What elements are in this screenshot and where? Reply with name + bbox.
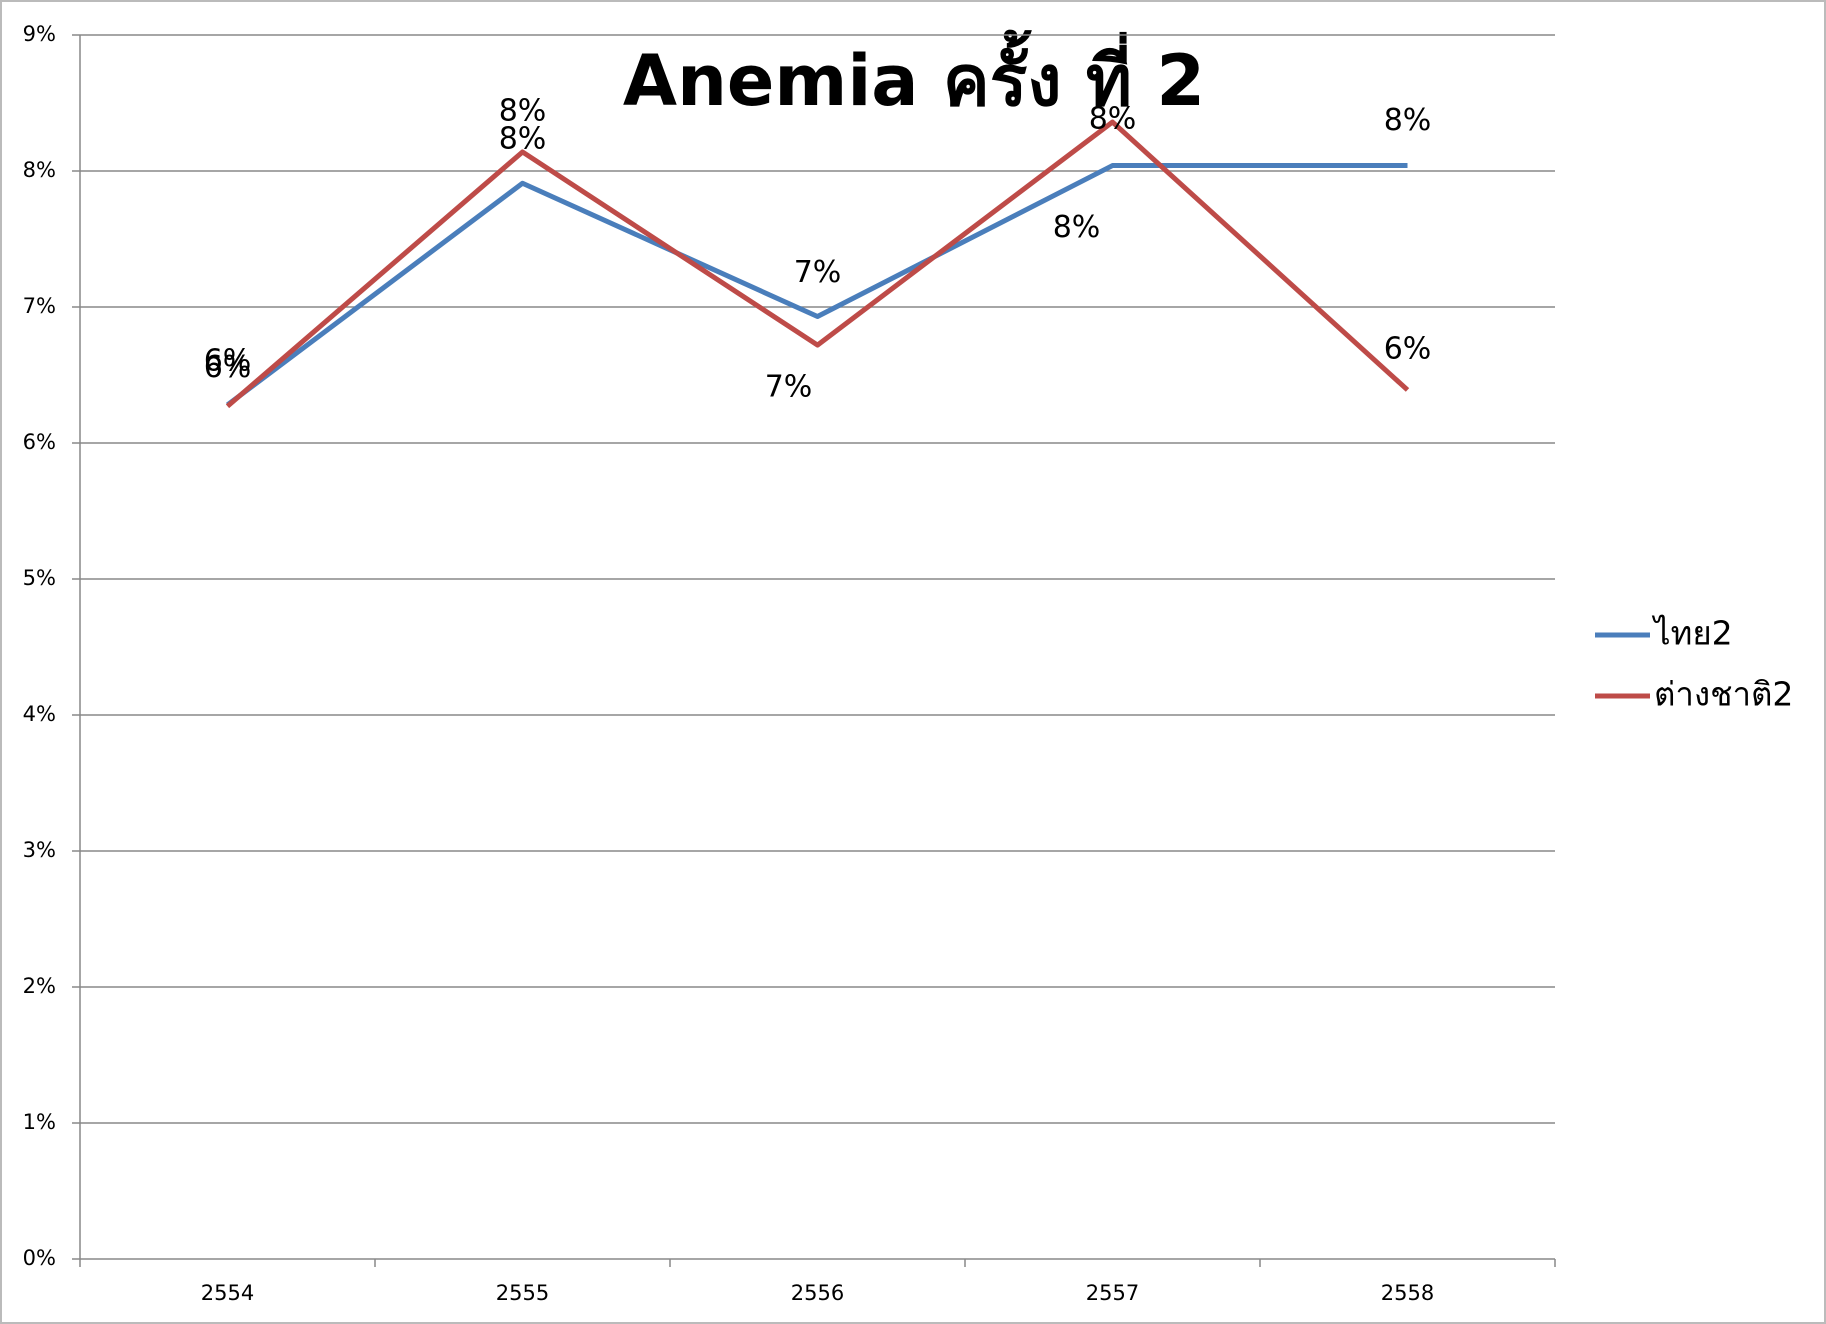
y-tick-label: 6% <box>23 430 56 454</box>
y-tick-label: 1% <box>23 1110 56 1134</box>
data-label: 8% <box>499 94 547 129</box>
y-tick-label: 8% <box>23 158 56 182</box>
data-label: 6% <box>204 343 252 378</box>
y-tick-label: 4% <box>23 702 56 726</box>
series-line <box>225 163 1408 407</box>
legend-label: ไทย2 <box>1651 614 1733 653</box>
y-tick-label: 9% <box>23 22 56 46</box>
y-tick-label: 2% <box>23 974 56 998</box>
x-tick-label: 2557 <box>1086 1281 1139 1305</box>
y-tick-label: 5% <box>23 566 56 590</box>
series-line <box>225 119 1410 409</box>
x-tick-label: 2556 <box>791 1281 844 1305</box>
data-label: 8% <box>1384 103 1432 138</box>
data-label: 7% <box>765 370 813 405</box>
data-label: 6% <box>1384 331 1432 366</box>
data-label: 8% <box>1089 102 1137 137</box>
x-tick-label: 2555 <box>496 1281 549 1305</box>
y-tick-label: 7% <box>23 294 56 318</box>
y-tick-label: 3% <box>23 838 56 862</box>
data-label: 8% <box>499 121 547 156</box>
legend-label: ต่างชาติ2 <box>1654 675 1793 714</box>
x-tick-label: 2554 <box>201 1281 254 1305</box>
x-tick-label: 2558 <box>1381 1281 1434 1305</box>
chart-title: Anemia ครั้ง ที่ 2 <box>623 29 1205 122</box>
y-tick-label: 0% <box>23 1246 56 1270</box>
data-label: 6% <box>204 350 252 385</box>
data-label: 7% <box>794 255 842 290</box>
data-label: 8% <box>1053 210 1101 245</box>
